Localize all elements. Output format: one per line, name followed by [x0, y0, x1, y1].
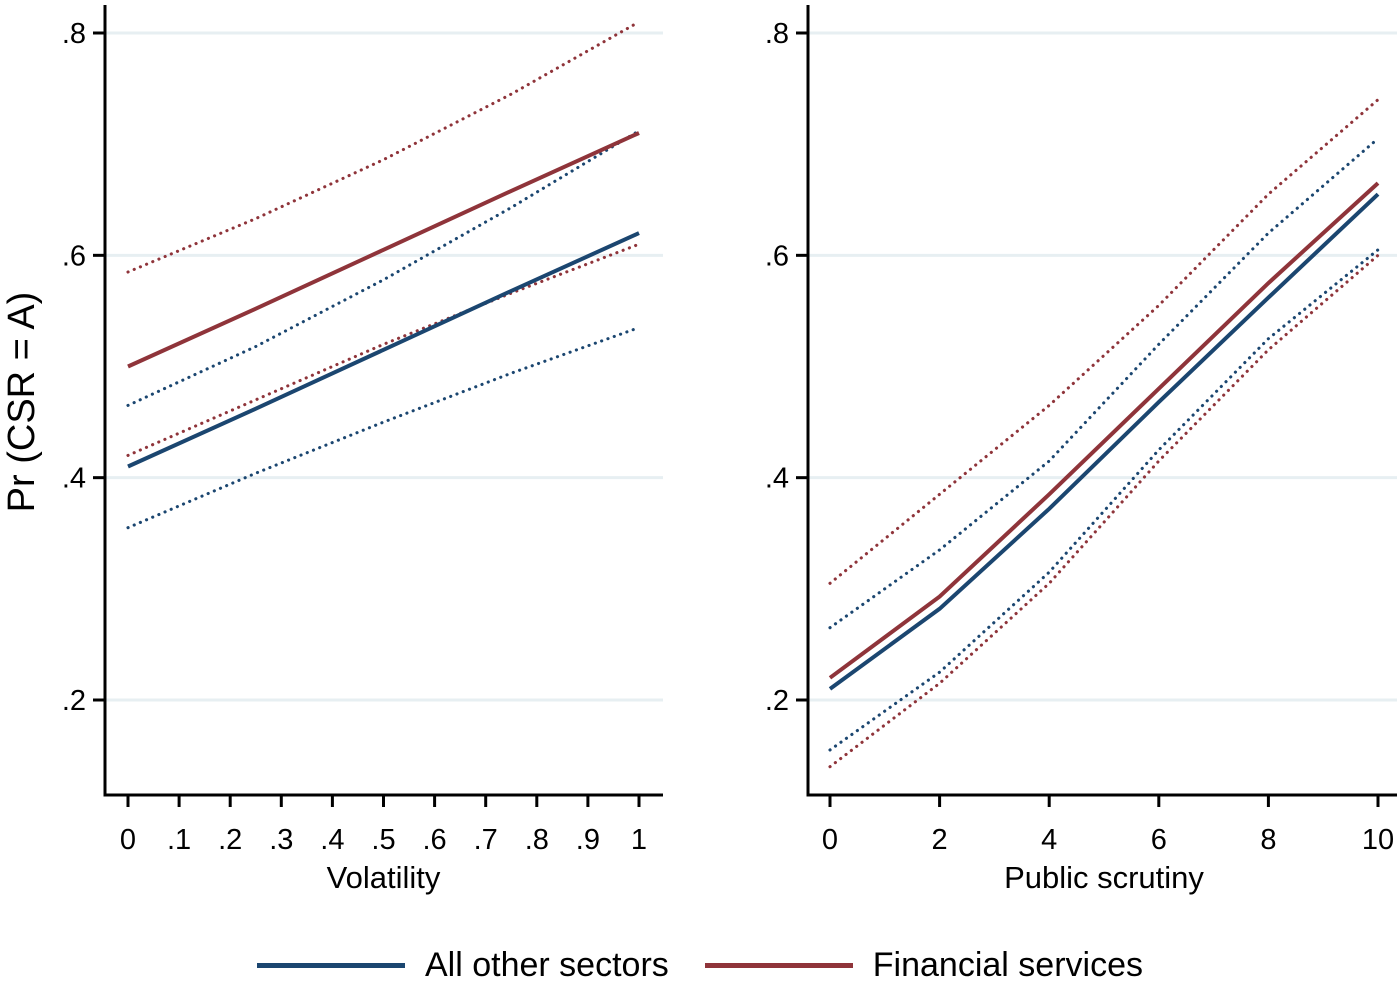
x-tick-label: 1 — [631, 824, 647, 856]
x-axis-title: Volatility — [327, 860, 441, 895]
x-tick-label: .6 — [423, 824, 447, 856]
y-tick-label: .6 — [765, 240, 789, 272]
series-line-financial-services-95-ci-upper — [126, 20, 641, 274]
x-axis-title: Public scrutiny — [1004, 860, 1204, 895]
x-tick-label: 0 — [822, 824, 838, 856]
x-tick-label: 6 — [1151, 824, 1167, 856]
legend-item-financial-services: Financial services — [704, 946, 1143, 984]
y-tick-label: .8 — [765, 18, 789, 50]
series-line-all-other-sectors — [127, 231, 640, 469]
x-tick-label: .2 — [218, 824, 242, 856]
legend-label: Financial services — [872, 946, 1143, 984]
series-line-financial-services-95-ci-lower — [126, 242, 641, 457]
y-tick-label: .2 — [62, 685, 86, 717]
x-tick-label: .7 — [474, 824, 498, 856]
y-tick-label: .4 — [62, 463, 86, 495]
series-line-financial-services-95-ci-lower — [828, 253, 1380, 769]
series-line-all-other-sectors-95-ci-upper — [126, 129, 641, 407]
legend: All other sectors Financial services — [0, 948, 1400, 982]
y-axis-title: Pr (CSR = A) — [1, 292, 43, 513]
x-tick-label: .3 — [269, 824, 293, 856]
series-line-all-other-sectors-95-ci-upper — [828, 137, 1380, 630]
series-line-financial-services — [828, 181, 1380, 680]
series-line-financial-services-95-ci-upper — [828, 98, 1380, 585]
x-tick-label: .5 — [371, 824, 395, 856]
y-tick-label: .8 — [62, 18, 86, 50]
x-tick-label: .4 — [320, 824, 344, 856]
x-tick-label: .8 — [525, 824, 549, 856]
series-line-all-other-sectors-95-ci-lower — [126, 326, 641, 530]
y-tick-label: .2 — [765, 685, 789, 717]
x-tick-label: 0 — [120, 824, 136, 856]
legend-item-all-other-sectors: All other sectors — [257, 948, 669, 982]
y-tick-label: .4 — [765, 463, 789, 495]
legend-line-blue-icon — [257, 962, 405, 968]
legend-line-red-icon — [704, 962, 853, 968]
series-line-financial-services — [127, 131, 640, 369]
series-line-all-other-sectors — [828, 192, 1380, 691]
x-tick-label: 2 — [932, 824, 948, 856]
x-tick-label: 4 — [1041, 824, 1057, 856]
x-tick-label: .1 — [167, 824, 191, 856]
y-tick-label: .6 — [62, 240, 86, 272]
x-tick-label: 8 — [1260, 824, 1276, 856]
legend-label: All other sectors — [425, 946, 669, 984]
x-tick-label: 10 — [1362, 824, 1394, 856]
x-tick-label: .9 — [576, 824, 600, 856]
